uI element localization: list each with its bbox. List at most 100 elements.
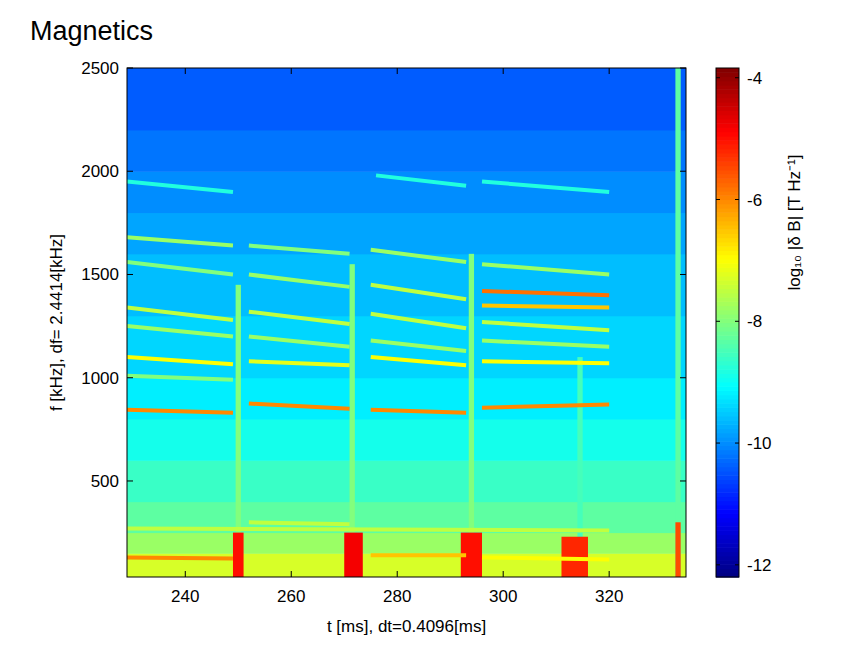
colorbar-step bbox=[716, 373, 739, 378]
colorbar-step bbox=[716, 310, 739, 315]
colorbar-step bbox=[716, 263, 739, 268]
colorbar-step bbox=[716, 471, 739, 476]
y-tick-label: 1500 bbox=[81, 265, 119, 284]
colorbar-step bbox=[716, 458, 739, 463]
colorbar-step bbox=[716, 547, 739, 552]
colorbar-step bbox=[716, 191, 739, 196]
colorbar-step bbox=[716, 170, 739, 175]
y-tick bbox=[127, 171, 133, 172]
colorbar-step bbox=[716, 416, 739, 421]
colorbar-step bbox=[716, 348, 739, 353]
colorbar-step bbox=[716, 467, 739, 472]
y-tick bbox=[127, 480, 133, 481]
colorbar-step bbox=[716, 255, 739, 260]
colorbar-step bbox=[716, 420, 739, 425]
colorbar-step bbox=[716, 140, 739, 145]
x-axis-title: t [ms], dt=0.4096[ms] bbox=[327, 617, 486, 636]
colorbar-step bbox=[716, 522, 739, 527]
colorbar-tick bbox=[716, 443, 720, 444]
mode-line bbox=[482, 361, 609, 363]
colorbar-tick-label: -6 bbox=[747, 191, 762, 210]
colorbar-step bbox=[716, 238, 739, 243]
plot-area bbox=[127, 68, 686, 577]
colorbar-step bbox=[716, 382, 739, 387]
colorbar-step bbox=[716, 81, 739, 86]
mode-line bbox=[249, 522, 350, 524]
colorbar-step bbox=[716, 365, 739, 370]
colorbar-step bbox=[716, 335, 739, 340]
background bbox=[0, 0, 842, 661]
x-tick bbox=[185, 68, 186, 74]
colorbar-step bbox=[716, 212, 739, 217]
x-tick-label: 260 bbox=[277, 587, 305, 606]
colorbar-step bbox=[716, 157, 739, 162]
mode-line bbox=[249, 274, 350, 286]
colorbar-step bbox=[716, 339, 739, 344]
colorbar-step bbox=[716, 229, 739, 234]
colorbar-step bbox=[716, 250, 739, 255]
colorbar-step bbox=[716, 331, 739, 336]
colorbar-step bbox=[716, 412, 739, 417]
colorbar-step bbox=[716, 106, 739, 111]
colorbar-step bbox=[716, 513, 739, 518]
mode-line bbox=[371, 341, 466, 351]
burst-patch bbox=[675, 522, 680, 577]
title: Magnetics bbox=[30, 16, 153, 46]
background-band bbox=[127, 378, 686, 420]
mode-line bbox=[371, 314, 466, 328]
colorbar-step bbox=[716, 378, 739, 383]
background-band bbox=[127, 130, 686, 172]
y-tick bbox=[127, 377, 133, 378]
colorbar-step bbox=[716, 569, 739, 574]
mode-line bbox=[127, 182, 233, 192]
colorbar-step bbox=[716, 327, 739, 332]
x-tick bbox=[185, 571, 186, 577]
colorbar-step bbox=[716, 424, 739, 429]
colorbar-step bbox=[716, 509, 739, 514]
colorbar-step bbox=[716, 195, 739, 200]
mode-line bbox=[249, 312, 350, 324]
colorbar-step bbox=[716, 123, 739, 128]
colorbar-step bbox=[716, 564, 739, 569]
mode-line bbox=[127, 262, 233, 274]
x-tick bbox=[397, 571, 398, 577]
colorbar-step bbox=[716, 454, 739, 459]
colorbar-tick bbox=[735, 77, 739, 78]
colorbar-step bbox=[716, 246, 739, 251]
mode-line bbox=[127, 326, 233, 336]
colorbar-step bbox=[716, 174, 739, 179]
colorbar-tick-label: -10 bbox=[747, 434, 772, 453]
colorbar-step bbox=[716, 479, 739, 484]
colorbar-step bbox=[716, 344, 739, 349]
colorbar-step bbox=[716, 488, 739, 493]
mode-line bbox=[127, 410, 233, 413]
mode-line bbox=[127, 557, 233, 558]
colorbar-step bbox=[716, 535, 739, 540]
background-band bbox=[127, 316, 686, 378]
colorbar-step bbox=[716, 293, 739, 298]
colorbar-step bbox=[716, 492, 739, 497]
colorbar-step bbox=[716, 289, 739, 294]
mode-line bbox=[127, 357, 233, 364]
mode-line bbox=[482, 322, 609, 330]
colorbar-step bbox=[716, 102, 739, 107]
colorbar-step bbox=[716, 149, 739, 154]
x-tick-label: 240 bbox=[171, 587, 199, 606]
colorbar-step bbox=[716, 361, 739, 366]
colorbar-step bbox=[716, 552, 739, 557]
colorbar-step bbox=[716, 98, 739, 103]
colorbar-step bbox=[716, 429, 739, 434]
colorbar-step bbox=[716, 267, 739, 272]
mode-line bbox=[482, 405, 609, 408]
colorbar-step bbox=[716, 356, 739, 361]
mode-line bbox=[249, 246, 350, 254]
colorbar-step bbox=[716, 407, 739, 412]
colorbar-step bbox=[716, 280, 739, 285]
colorbar-step bbox=[716, 144, 739, 149]
mode-line bbox=[371, 410, 466, 413]
x-tick bbox=[609, 571, 610, 577]
x-tick bbox=[609, 68, 610, 74]
colorbar-step bbox=[716, 76, 739, 81]
mode-line bbox=[127, 237, 233, 245]
colorbar-step bbox=[716, 153, 739, 158]
